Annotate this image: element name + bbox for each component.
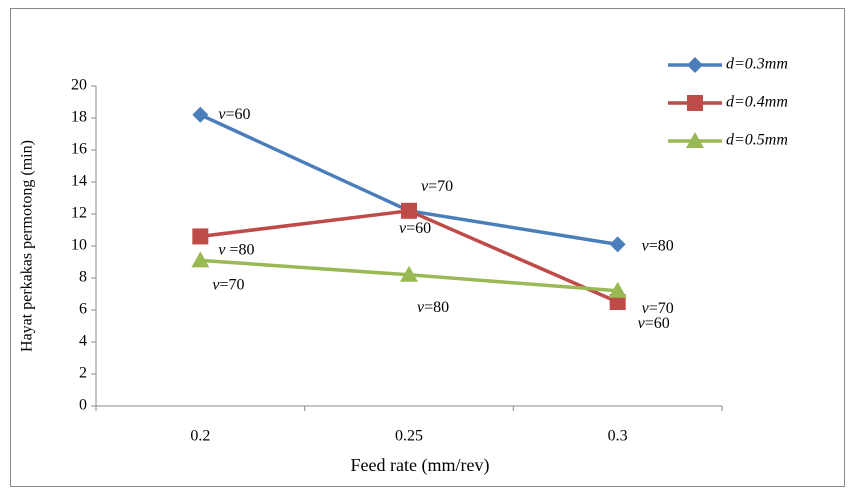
marker xyxy=(687,95,703,111)
marker xyxy=(192,106,209,123)
x-tick-label: 0.3 xyxy=(608,428,628,445)
marker xyxy=(609,236,626,253)
marker xyxy=(401,202,417,219)
point-label: v=60 xyxy=(399,219,431,236)
x-tick-label: 0.2 xyxy=(190,428,210,445)
marker xyxy=(400,265,418,282)
y-tick-label: 0 xyxy=(79,397,87,414)
y-tick-label: 10 xyxy=(71,237,87,254)
point-label: v=60 xyxy=(638,315,670,332)
point-label: v=70 xyxy=(642,299,674,316)
marker xyxy=(191,251,210,268)
y-tick-label: 6 xyxy=(79,301,87,318)
point-label: v=80 xyxy=(642,237,674,254)
y-tick-label: 8 xyxy=(79,269,87,286)
marker xyxy=(192,228,209,245)
y-tick-label: 4 xyxy=(79,333,87,350)
point-label: v=80 xyxy=(417,298,449,315)
point-label: v=70 xyxy=(212,276,244,293)
chart-border xyxy=(10,8,845,487)
legend-label: d=0.3mm xyxy=(726,56,788,73)
point-label: v=70 xyxy=(421,177,453,194)
y-tick-label: 14 xyxy=(71,173,87,190)
legend-label: d=0.5mm xyxy=(726,132,788,149)
marker xyxy=(609,294,626,310)
marker xyxy=(686,132,704,148)
y-tick-label: 12 xyxy=(71,205,87,222)
legend-label: d=0.4mm xyxy=(726,94,788,111)
y-tick-label: 16 xyxy=(71,141,87,158)
y-tick-label: 2 xyxy=(79,365,87,382)
point-label: v=60 xyxy=(218,105,250,122)
y-axis-label: Hayat perkakas permotong (min) xyxy=(19,140,36,352)
x-axis-label: Feed rate (mm/rev) xyxy=(351,455,490,476)
y-tick-label: 20 xyxy=(71,77,87,94)
marker xyxy=(608,281,627,298)
marker xyxy=(687,57,703,73)
y-tick-label: 18 xyxy=(71,109,87,126)
point-label: v =80 xyxy=(218,241,254,258)
x-tick-label: 0.25 xyxy=(395,428,423,445)
